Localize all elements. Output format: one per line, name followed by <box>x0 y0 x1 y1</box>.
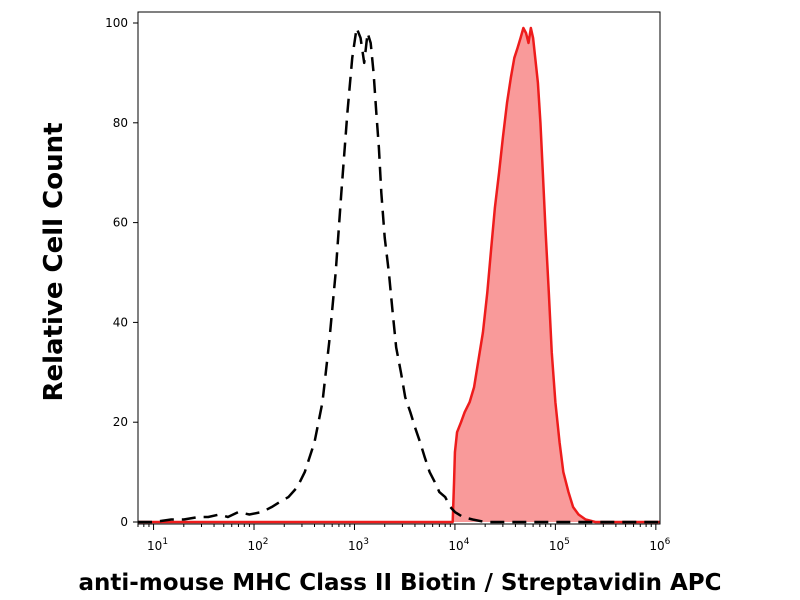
x-tick-label: 105 <box>549 537 570 553</box>
x-axis: 101 102 103 104 105 106 <box>137 524 671 553</box>
y-tick-label: 40 <box>113 315 128 329</box>
x-tick-label: 104 <box>448 537 469 553</box>
y-axis-title: Relative Cell Count <box>39 122 69 401</box>
y-axis: 0 20 40 60 80 100 <box>105 16 138 529</box>
x-tick-label: 106 <box>649 537 670 553</box>
series-line <box>138 26 660 524</box>
x-axis-title: anti-mouse MHC Class II Biotin / Strepta… <box>78 570 721 596</box>
x-tick-label: 102 <box>248 537 269 553</box>
y-tick-label: 0 <box>120 515 128 529</box>
x-tick-label: 101 <box>147 537 168 553</box>
y-tick-label: 100 <box>105 16 128 30</box>
y-tick-label: 80 <box>113 116 128 130</box>
y-tick-label: 60 <box>113 216 128 230</box>
series-line-dashed <box>138 26 660 524</box>
series-layer <box>138 26 660 524</box>
x-tick-label: 103 <box>348 537 369 553</box>
y-tick-label: 20 <box>113 415 128 429</box>
plot-frame <box>137 11 661 525</box>
series-fill <box>138 27 660 523</box>
